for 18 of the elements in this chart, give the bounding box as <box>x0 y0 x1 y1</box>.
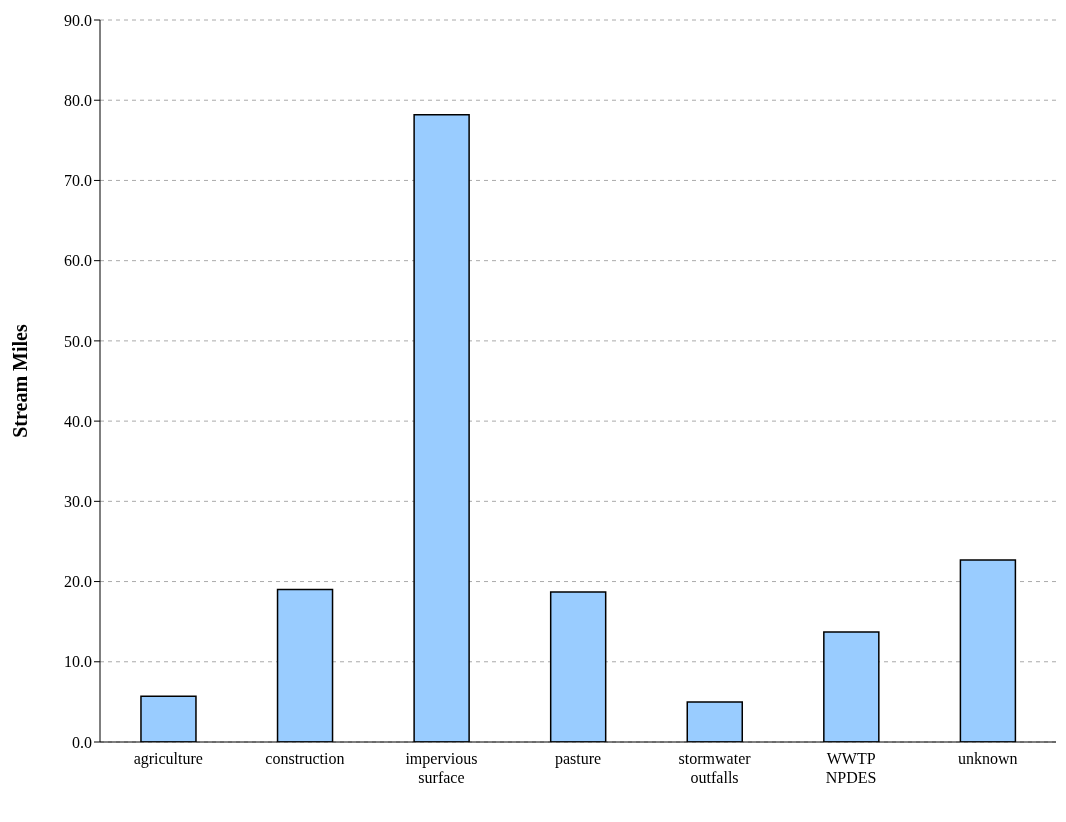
y-tick-label: 20.0 <box>64 573 92 591</box>
x-tick-label: construction <box>265 750 345 767</box>
y-tick-label: 80.0 <box>64 91 92 109</box>
y-tick-label: 30.0 <box>64 493 92 511</box>
y-tick-label: 10.0 <box>64 653 92 671</box>
x-tick-label: stormwater outfalls <box>678 750 752 786</box>
y-tick-label: 40.0 <box>64 412 92 430</box>
y-tick-label: 70.0 <box>64 172 92 190</box>
y-tick-label: 50.0 <box>64 332 92 350</box>
y-tick-label: 90.0 <box>64 11 92 29</box>
y-tick-label: 60.0 <box>64 252 92 270</box>
x-tick-label: agriculture <box>133 750 203 768</box>
y-tick-label: 0.0 <box>72 733 92 751</box>
x-tick-label: impervious surface <box>405 750 478 786</box>
y-axis-title: Stream Miles <box>9 324 32 438</box>
x-tick-label: unknown <box>957 750 1018 767</box>
x-tick-label: pasture <box>554 750 602 768</box>
x-tick-label: WWTP NPDES <box>825 750 877 786</box>
